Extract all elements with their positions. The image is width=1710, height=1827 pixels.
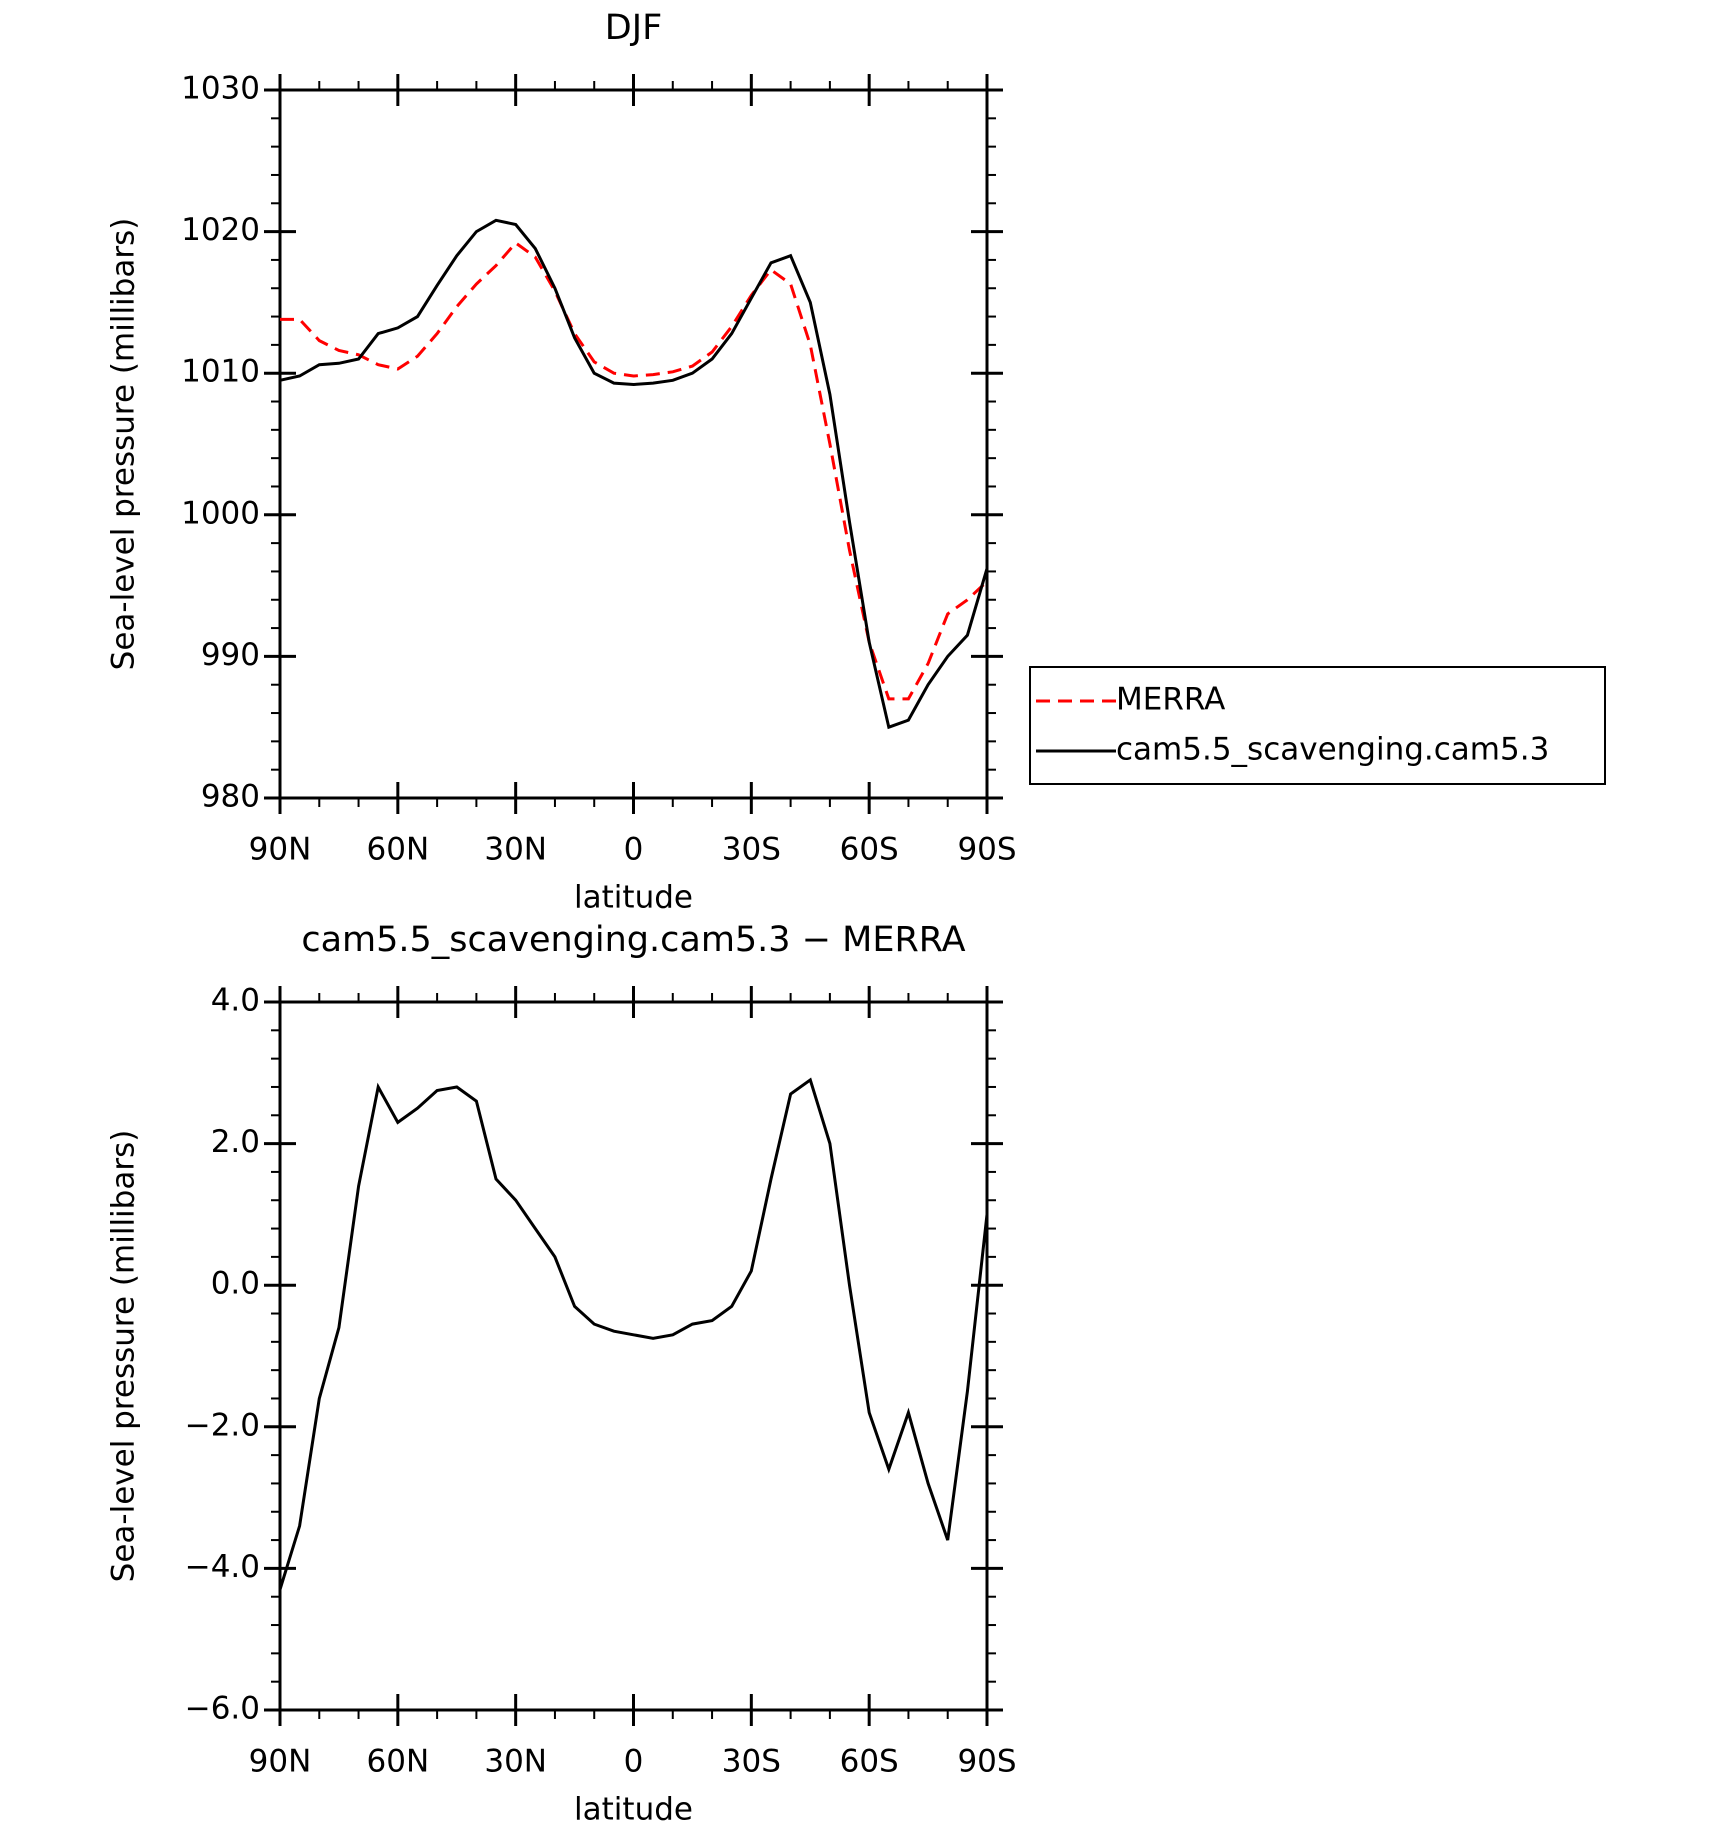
- x-tick-label: 0: [624, 832, 644, 868]
- y-axis-label: Sea-level pressure (millibars): [106, 1130, 142, 1583]
- x-tick-label: 60S: [840, 832, 899, 868]
- x-tick-label: 90S: [957, 832, 1016, 868]
- series-line: [280, 240, 989, 701]
- chart-title: cam5.5_scavenging.cam5.3 − MERRA: [301, 920, 965, 960]
- y-tick-label: −4.0: [185, 1549, 260, 1585]
- x-tick-label: 60N: [367, 1744, 430, 1780]
- plot-frame: [278, 1000, 989, 1712]
- y-tick-label: 4.0: [211, 983, 260, 1019]
- y-tick-label: 2.0: [211, 1124, 260, 1160]
- x-tick-label: 0: [624, 1744, 644, 1780]
- y-tick-label: 990: [201, 637, 260, 673]
- y-tick-label: 1000: [181, 495, 260, 531]
- y-tick-label: 1020: [181, 212, 260, 248]
- x-tick-label: 60S: [840, 1744, 899, 1780]
- x-tick-label: 90S: [957, 1744, 1016, 1780]
- y-axis-label: Sea-level pressure (millibars): [106, 218, 142, 671]
- legend-label: MERRA: [1116, 682, 1225, 718]
- x-tick-label: 60N: [367, 832, 430, 868]
- series-line: [278, 1077, 989, 1591]
- x-tick-label: 30N: [484, 832, 547, 868]
- y-tick-label: 1010: [181, 354, 260, 390]
- chart-title: DJF: [605, 8, 662, 48]
- y-tick-label: −2.0: [185, 1407, 260, 1443]
- y-tick-label: −6.0: [185, 1691, 260, 1727]
- x-tick-label: 30S: [722, 1744, 781, 1780]
- x-axis-label: latitude: [574, 880, 693, 916]
- x-tick-label: 30S: [722, 832, 781, 868]
- x-tick-label: 90N: [249, 1744, 312, 1780]
- legend-box: [1029, 666, 1606, 785]
- x-axis-label: latitude: [574, 1792, 693, 1827]
- y-tick-label: 0.0: [211, 1266, 260, 1302]
- series-line: [279, 218, 989, 730]
- y-tick-label: 980: [201, 779, 260, 815]
- x-tick-label: 90N: [249, 832, 312, 868]
- y-tick-label: 1030: [181, 71, 260, 107]
- x-tick-label: 30N: [484, 1744, 547, 1780]
- legend-label: cam5.5_scavenging.cam5.3: [1116, 732, 1549, 768]
